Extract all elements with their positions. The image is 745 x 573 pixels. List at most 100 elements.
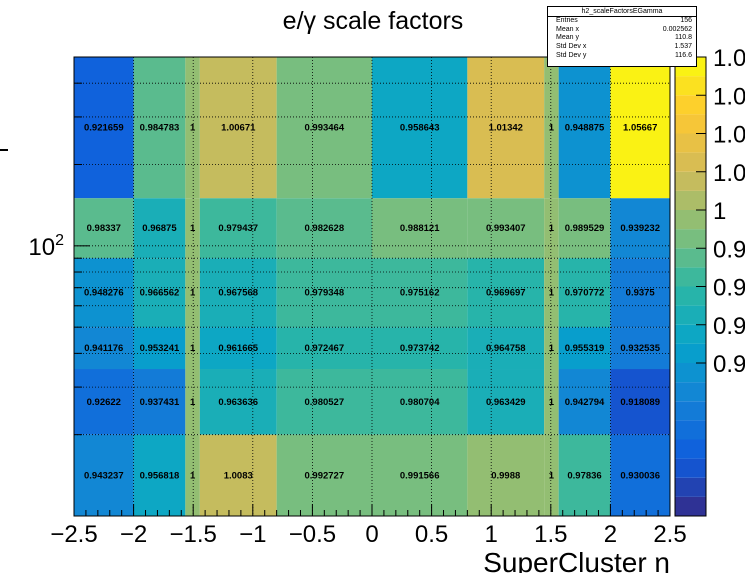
x-tick-label: 2 xyxy=(604,521,617,548)
heatmap-cell xyxy=(558,434,611,516)
heatmap-cell xyxy=(467,369,545,435)
cell-value-label: 1 xyxy=(190,288,196,299)
palette-tick-label: 1.0 xyxy=(713,122,745,149)
heatmap-cell xyxy=(199,327,277,370)
palette-swatch xyxy=(675,382,706,402)
heatmap-cell xyxy=(372,57,468,199)
stats-row-label: Entries xyxy=(556,17,578,24)
stats-title: h2_scaleFactorsEGamma xyxy=(548,7,696,17)
palette-swatch xyxy=(675,76,706,96)
stats-row-value: 116.6 xyxy=(675,51,692,59)
palette-tick-label: 1.0 xyxy=(713,83,745,110)
stats-row-value: 1.537 xyxy=(674,43,692,51)
x-tick-label: −1 xyxy=(239,521,266,548)
y-tick-label: 102 xyxy=(28,232,64,261)
heatmap-cell xyxy=(133,57,186,199)
cell-value-label: 0.975162 xyxy=(400,288,440,299)
stats-row: Mean x 0.002562 xyxy=(548,26,696,35)
cell-value-label: 0.948276 xyxy=(84,288,124,299)
palette-swatch xyxy=(675,401,706,421)
cell-value-label: 0.988121 xyxy=(400,223,440,234)
palette-tick-label: 1.0 xyxy=(713,160,745,187)
x-tick-label: −2 xyxy=(120,521,147,548)
cell-value-label: 1.00671 xyxy=(221,123,256,134)
cell-value-label: 0.979348 xyxy=(305,288,345,299)
heatmap-cell xyxy=(185,327,200,370)
cell-value-label: 0.96875 xyxy=(142,223,177,234)
stats-row: Entries 156 xyxy=(548,17,696,26)
heatmap-cell xyxy=(372,258,468,328)
cell-value-label: 0.963636 xyxy=(218,397,258,408)
cell-value-label: 0.970772 xyxy=(565,288,605,299)
heatmap-cell xyxy=(133,198,186,259)
stats-row: Std Dev x 1.537 xyxy=(548,43,696,52)
cell-value-label: 1 xyxy=(190,397,196,408)
palette-tick-label: 0.9 xyxy=(713,351,745,378)
cell-value-label: 0.964758 xyxy=(486,343,526,354)
palette-swatch xyxy=(675,458,706,478)
color-palette: 1.0 1.0 1.0 1.0 1 0.9 0.9 0.9 0.9 xyxy=(674,45,745,517)
heatmap-cell xyxy=(558,327,611,370)
cell-value-label: 1 xyxy=(190,343,196,354)
palette-swatch xyxy=(675,133,706,153)
cell-value-label: 0.984783 xyxy=(140,123,180,134)
x-axis-label: SuperCluster η xyxy=(483,547,670,573)
heatmap-cell xyxy=(185,369,200,435)
cell-value-label: 0.989529 xyxy=(565,223,605,234)
cell-value-label: 0.921659 xyxy=(84,123,124,134)
stats-row-label: Std Dev x xyxy=(556,43,587,51)
heatmap-cell xyxy=(276,369,372,435)
heatmap-cell xyxy=(74,327,134,370)
palette-swatch xyxy=(675,95,706,115)
heatmap-cell xyxy=(372,369,468,435)
palette-swatch xyxy=(675,114,706,134)
heatmap-cell xyxy=(74,434,134,516)
cell-value-labels: 0.921659 0.984783 1 1.00671 0.993464 0.958643… xyxy=(84,123,661,482)
cell-value-label: 0.948875 xyxy=(565,123,605,134)
heatmap-cell xyxy=(544,57,559,199)
palette-swatch xyxy=(675,171,706,191)
x-tick-label: 0.5 xyxy=(415,521,448,548)
chart-title: e/γ scale factors xyxy=(283,7,464,35)
heatmap-cell xyxy=(558,57,611,199)
cell-value-label: 0.9375 xyxy=(626,288,656,299)
cell-value-label: 0.993407 xyxy=(486,223,526,234)
heatmap-cell xyxy=(467,434,545,516)
palette-swatch xyxy=(675,190,706,210)
heatmap-cell xyxy=(276,258,372,328)
heatmap-cell xyxy=(544,434,559,516)
palette-swatch xyxy=(675,286,706,306)
stats-row-label: Std Dev y xyxy=(556,51,587,59)
heatmap-cell xyxy=(467,258,545,328)
x-tick-label: −2.5 xyxy=(50,521,97,548)
x-tick-label: 2.5 xyxy=(653,521,686,548)
heatmap-cell xyxy=(372,327,468,370)
cell-value-label: 0.9988 xyxy=(491,470,520,481)
cell-value-label: 1 xyxy=(549,288,555,299)
heatmap-cell xyxy=(372,198,468,259)
cell-value-label: 1 xyxy=(190,470,196,481)
x-tick-label: −0.5 xyxy=(289,521,336,548)
y-axis: 102 xyxy=(0,82,90,436)
heatmap-cell xyxy=(199,57,277,199)
stats-row-label: Mean x xyxy=(556,25,579,33)
cell-value-label: 0.967568 xyxy=(218,288,258,299)
x-tick-label: −1.5 xyxy=(170,521,217,548)
cell-value-label: 0.956818 xyxy=(140,470,180,481)
palette-swatch xyxy=(675,420,706,440)
cell-value-label: 0.932535 xyxy=(620,343,660,354)
heatmap-cell xyxy=(199,198,277,259)
cell-value-label: 1 xyxy=(190,123,196,134)
grid-lines xyxy=(74,57,670,516)
x-tick-label: 0 xyxy=(365,521,378,548)
heatmap-cell xyxy=(610,57,670,199)
cell-value-label: 1 xyxy=(190,223,196,234)
heatmap-cell xyxy=(199,434,277,516)
palette-swatch xyxy=(675,229,706,249)
cell-value-label: 0.92622 xyxy=(87,397,121,408)
cell-value-label: 0.955319 xyxy=(565,343,605,354)
heatmap-cell xyxy=(199,258,277,328)
cell-value-label: 0.97836 xyxy=(567,470,601,481)
heatmap-cell xyxy=(74,369,134,435)
